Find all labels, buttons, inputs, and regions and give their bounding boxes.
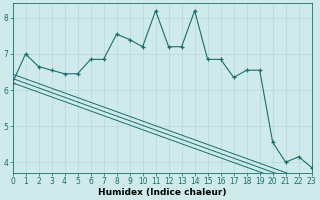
- X-axis label: Humidex (Indice chaleur): Humidex (Indice chaleur): [98, 188, 226, 197]
